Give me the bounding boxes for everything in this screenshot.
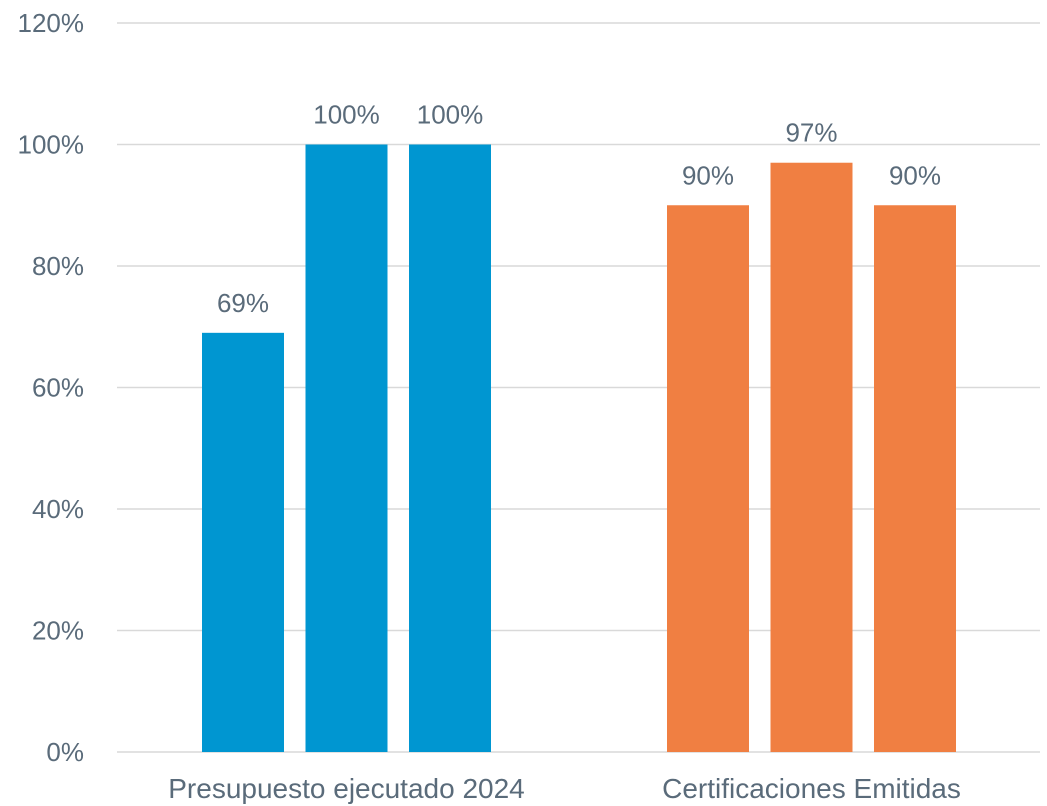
data-labels: 69% 100% 100% 90% 97% 90% bbox=[217, 100, 941, 318]
y-tick-label: 60% bbox=[32, 373, 84, 403]
data-label: 90% bbox=[682, 160, 734, 190]
y-tick-label: 120% bbox=[18, 8, 85, 38]
data-label: 90% bbox=[889, 160, 941, 190]
category-label: Certificaciones Emitidas bbox=[662, 773, 961, 804]
bar bbox=[409, 144, 491, 752]
y-tick-label: 40% bbox=[32, 494, 84, 524]
y-axis-ticks: 0% 20% 40% 60% 80% 100% 120% bbox=[18, 8, 85, 767]
bar bbox=[305, 144, 388, 752]
y-tick-label: 100% bbox=[18, 130, 85, 160]
data-label: 100% bbox=[417, 100, 484, 130]
bar bbox=[770, 162, 853, 753]
bars bbox=[202, 144, 956, 753]
bar bbox=[667, 205, 749, 752]
bar bbox=[874, 205, 956, 752]
bar bbox=[202, 332, 284, 752]
x-axis-categories: Presupuesto ejecutado 2024 Certificacione… bbox=[168, 773, 961, 804]
data-label: 69% bbox=[217, 288, 269, 318]
y-tick-label: 0% bbox=[46, 737, 84, 767]
category-label: Presupuesto ejecutado 2024 bbox=[168, 773, 525, 804]
y-tick-label: 20% bbox=[32, 616, 84, 646]
y-tick-label: 80% bbox=[32, 251, 84, 281]
data-label: 97% bbox=[785, 118, 837, 148]
data-label: 100% bbox=[313, 100, 380, 130]
